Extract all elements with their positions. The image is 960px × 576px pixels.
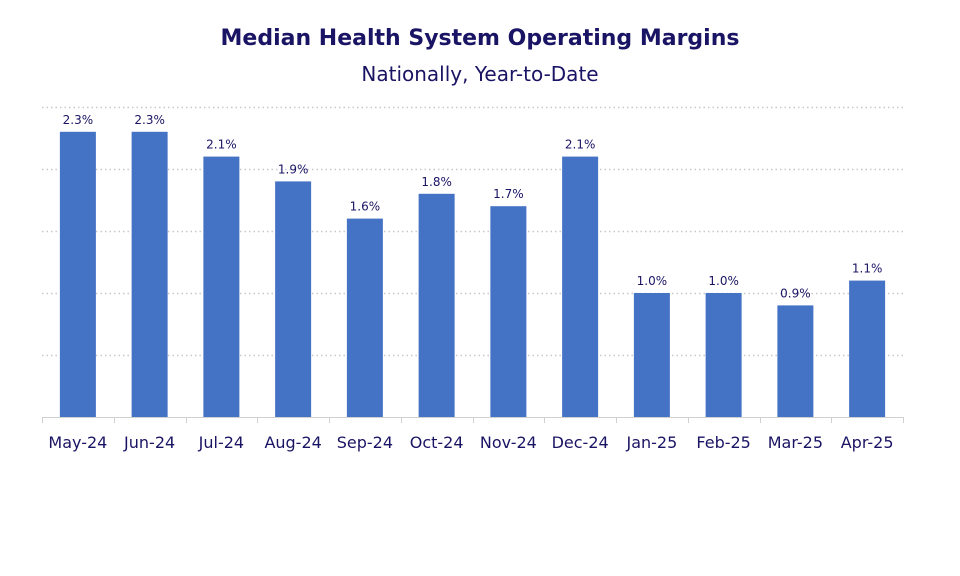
bar [633,293,670,417]
x-tick-label: Feb-25 [696,433,750,452]
x-tick-label: Apr-25 [841,433,894,452]
x-axis [42,417,904,423]
x-tick-label: Jun-24 [123,433,175,452]
bar [346,218,383,417]
data-labels: 2.3% 2.3% 2.1% 1.9% 1.6% 1.8% 1.7% 2.1% 1.0% 1.0%… [63,113,883,301]
bar [275,181,312,417]
bar [490,206,527,417]
x-tick-labels: May-24 Jun-24 Jul-24 Aug-24 Sep-24 Oct-24 Nov-… [48,433,893,452]
bar [849,280,886,417]
x-tick-label: May-24 [48,433,107,452]
x-tick-label: Jan-25 [625,433,677,452]
x-tick-label: Sep-24 [337,433,393,452]
data-label: 1.0% [708,274,739,288]
bar [562,156,599,417]
bar [131,131,168,418]
bar [418,193,455,417]
data-label: 1.7% [493,187,524,201]
data-label: 2.3% [63,113,94,127]
bar [203,156,240,417]
data-label: 1.1% [852,262,883,276]
data-label: 0.9% [780,286,811,300]
data-label: 1.6% [350,200,381,214]
bar [777,305,814,417]
data-label: 1.0% [637,274,668,288]
x-tick-label: Dec-24 [552,433,609,452]
bar [59,131,96,418]
bar [705,293,742,417]
x-tick-label: Oct-24 [410,433,464,452]
data-label: 2.3% [134,113,165,127]
data-label: 2.1% [206,138,237,152]
chart-title: Median Health System Operating Margins [220,26,740,51]
chart-subtitle: Nationally, Year-to-Date [361,62,599,86]
x-tick-label: Aug-24 [264,433,321,452]
x-tick-label: Jul-24 [198,433,244,452]
x-tick-label: Mar-25 [768,433,823,452]
data-label: 1.8% [421,175,452,189]
data-label: 1.9% [278,162,309,176]
x-tick-label: Nov-24 [480,433,537,452]
bars [59,131,886,418]
gridlines [42,106,903,357]
data-label: 2.1% [565,138,596,152]
